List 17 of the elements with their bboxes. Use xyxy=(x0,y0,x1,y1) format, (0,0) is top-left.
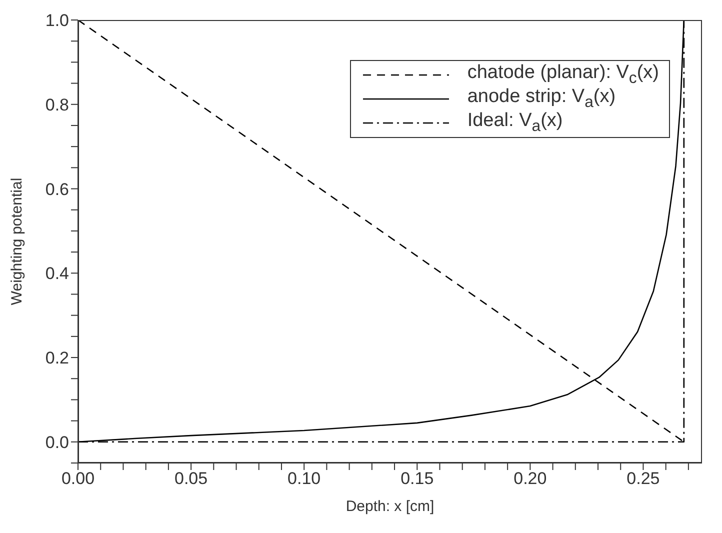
x-tick-label: 0.25 xyxy=(626,469,660,488)
x-tick-label: 0.15 xyxy=(400,469,434,488)
legend-label: chatode (planar): V$_{c}$(x) xyxy=(467,62,659,88)
y-tick-label: 1.0 xyxy=(45,11,69,30)
legend-label: Ideal: V$_{a}$(x) xyxy=(467,110,563,136)
y-tick-label: 0.8 xyxy=(45,95,69,114)
x-tick-label: 0.10 xyxy=(288,469,321,488)
x-tick-label: 0.20 xyxy=(514,469,547,488)
y-tick-label: 0.0 xyxy=(45,432,69,452)
y-tick-label: 0.4 xyxy=(45,264,69,284)
x-tick-label: 0.05 xyxy=(174,469,208,488)
y-axis-title: Weighting potential xyxy=(8,178,26,306)
x-tick-label: 0.00 xyxy=(61,469,95,488)
x-axis-title: Depth: x [cm] xyxy=(346,498,434,515)
legend-label: anode strip: V$_{a}$(x) xyxy=(467,86,616,112)
y-tick-label: 0.6 xyxy=(45,180,69,199)
y-tick-label: 0.2 xyxy=(45,348,69,368)
